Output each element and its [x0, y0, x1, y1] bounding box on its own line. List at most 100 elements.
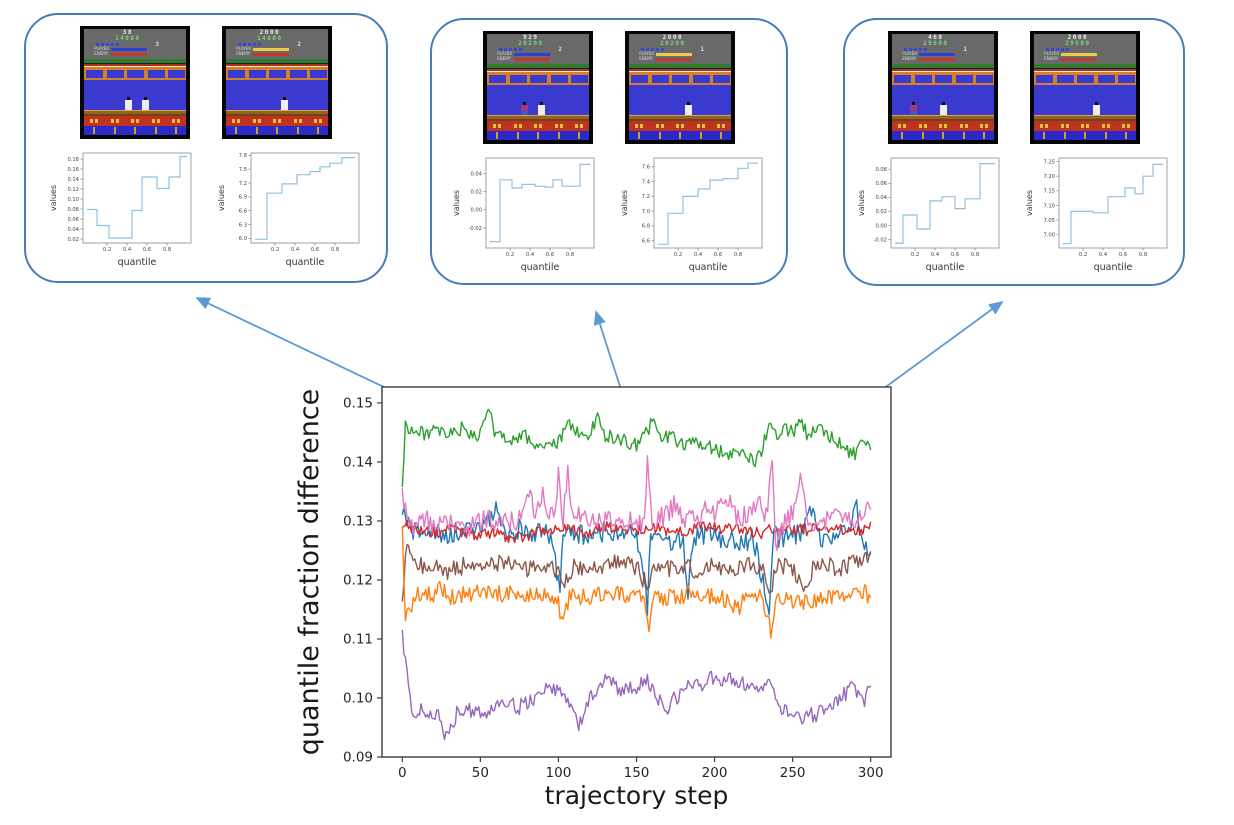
red-band — [226, 116, 328, 126]
fighter-sprite — [281, 97, 289, 110]
enemy-health-bar — [919, 57, 956, 61]
sprite-legs — [910, 111, 918, 115]
y-tick-label: 7.05 — [1043, 218, 1055, 224]
x-tick-label: 0.8 — [331, 247, 339, 253]
floor-strip — [84, 110, 186, 116]
post-icon — [496, 132, 498, 139]
score-text: 2000 — [259, 29, 281, 36]
lantern-icon — [252, 119, 256, 123]
y-tick-label: 0.02 — [67, 237, 79, 243]
life-dot-icon — [656, 48, 660, 51]
x-tick-label: 0.2 — [1079, 252, 1087, 258]
fighter-sprite — [1093, 102, 1101, 115]
y-tick-label: 0.11 — [343, 631, 373, 647]
y-tick-label: 6.6 — [642, 238, 650, 244]
x-tick-label: 250 — [780, 765, 806, 781]
life-dot-icon — [258, 43, 262, 46]
y-tick-label: 7.4 — [642, 179, 651, 185]
window-icon — [713, 75, 730, 83]
lantern-icon — [1040, 124, 1043, 128]
y-tick-label: 0.12 — [67, 187, 79, 193]
y-tick-label: 0.04 — [875, 195, 887, 201]
sprite-torso — [939, 105, 947, 111]
quantile-plot: 7.00 7.05 7.10 7.15 7.20 7.25 0.2 0.4 0.6 0.8 valu… — [1025, 157, 1168, 273]
x-tick-label: 0.6 — [714, 252, 722, 258]
post-icon — [317, 127, 319, 134]
total-score-text: 29600 — [1065, 40, 1091, 47]
life-dot-icon — [101, 43, 105, 46]
score-text: 2000 — [1067, 34, 1089, 41]
lantern-icon — [493, 124, 496, 128]
x-tick-label: 0.4 — [1099, 252, 1108, 258]
x-tick-label: 0.8 — [971, 252, 979, 258]
x-tick-label: 0.4 — [526, 252, 535, 258]
sprite-legs — [685, 111, 693, 115]
red-line — [84, 64, 186, 66]
y-tick-label: 7.15 — [1043, 189, 1055, 195]
life-dots — [499, 48, 523, 51]
life-dot-icon — [509, 48, 513, 51]
sprite-head — [1095, 102, 1099, 105]
railing-band — [226, 66, 328, 80]
floor-strip — [226, 110, 328, 116]
quantile-step-line — [1063, 163, 1163, 245]
score-header: 460 29600 1 PLAYER ENEMY — [892, 34, 994, 64]
life-dot-icon — [96, 43, 100, 46]
sprite-head — [144, 97, 148, 100]
lantern-icon — [980, 124, 983, 128]
x-tick-label: 0 — [398, 765, 407, 781]
lantern-icon — [939, 124, 942, 128]
railing-band — [487, 71, 589, 85]
game-panel-2: 929 20200 2 PLAYER ENEMY 2000 20200 1 PLAYER ENEM… — [430, 18, 788, 285]
quantile-step-line — [490, 163, 590, 243]
frames-row: 929 20200 2 PLAYER ENEMY 2000 20200 1 PLAYER ENEM… — [432, 31, 786, 144]
life-dot-icon — [106, 43, 110, 46]
sprite-head — [126, 97, 130, 100]
post-icon — [720, 132, 722, 139]
atari-frame-content: 460 29600 1 PLAYER ENEMY — [892, 34, 994, 141]
x-tick-label: 100 — [546, 765, 572, 781]
player-health-row: PLAYER — [902, 52, 956, 56]
railing-band — [84, 66, 186, 80]
lantern-icon — [90, 119, 93, 123]
y-tick-label: 6.9 — [239, 195, 247, 201]
sprite-head — [540, 102, 543, 105]
y-tick-label: 7.25 — [1043, 159, 1055, 165]
fighter-sprite — [939, 102, 947, 115]
lantern-icon — [314, 119, 317, 123]
quantile-plot: 6.6 6.8 7.0 7.2 7.4 7.6 0.2 0.4 0.6 0.8 values quan… — [620, 157, 763, 273]
window-icon — [289, 70, 307, 78]
post-icon — [578, 132, 580, 139]
sprite-legs — [538, 111, 545, 115]
enemy-health-bar — [111, 52, 148, 56]
y-tick-label: 0.08 — [67, 207, 79, 213]
window-icon — [692, 75, 710, 83]
window-icon — [310, 70, 327, 78]
life-dot-icon — [519, 48, 523, 51]
player-health-bar — [514, 52, 551, 56]
lantern-icon — [959, 124, 963, 128]
y-tick-label: 7.8 — [239, 153, 247, 159]
score-text: 38 — [122, 29, 133, 36]
plot-frame — [1058, 157, 1168, 249]
post-icon — [942, 132, 944, 139]
y-axis-label: values — [49, 185, 58, 211]
sprite-head — [522, 102, 526, 105]
score-header: 2000 29600 PLAYER ENEMY — [1034, 34, 1136, 64]
bottom-strip — [1034, 131, 1136, 140]
player-label: PLAYER — [497, 51, 513, 56]
x-tick-label: 0.6 — [143, 247, 151, 253]
enemy-sprite — [910, 102, 918, 115]
lantern-icon — [1101, 124, 1105, 128]
window-icon — [651, 75, 669, 83]
x-tick-label: 0.8 — [1139, 252, 1147, 258]
fighter-sprite — [142, 97, 150, 110]
y-tick-label: 0.14 — [67, 177, 79, 183]
x-tick-label: 0.4 — [123, 247, 132, 253]
lantern-icon — [110, 119, 114, 123]
window-icon — [550, 75, 568, 83]
lantern-icon — [131, 119, 134, 123]
y-tick-label: 0.02 — [875, 209, 887, 215]
life-dot-icon — [909, 48, 913, 51]
life-dot-icon — [904, 48, 908, 51]
